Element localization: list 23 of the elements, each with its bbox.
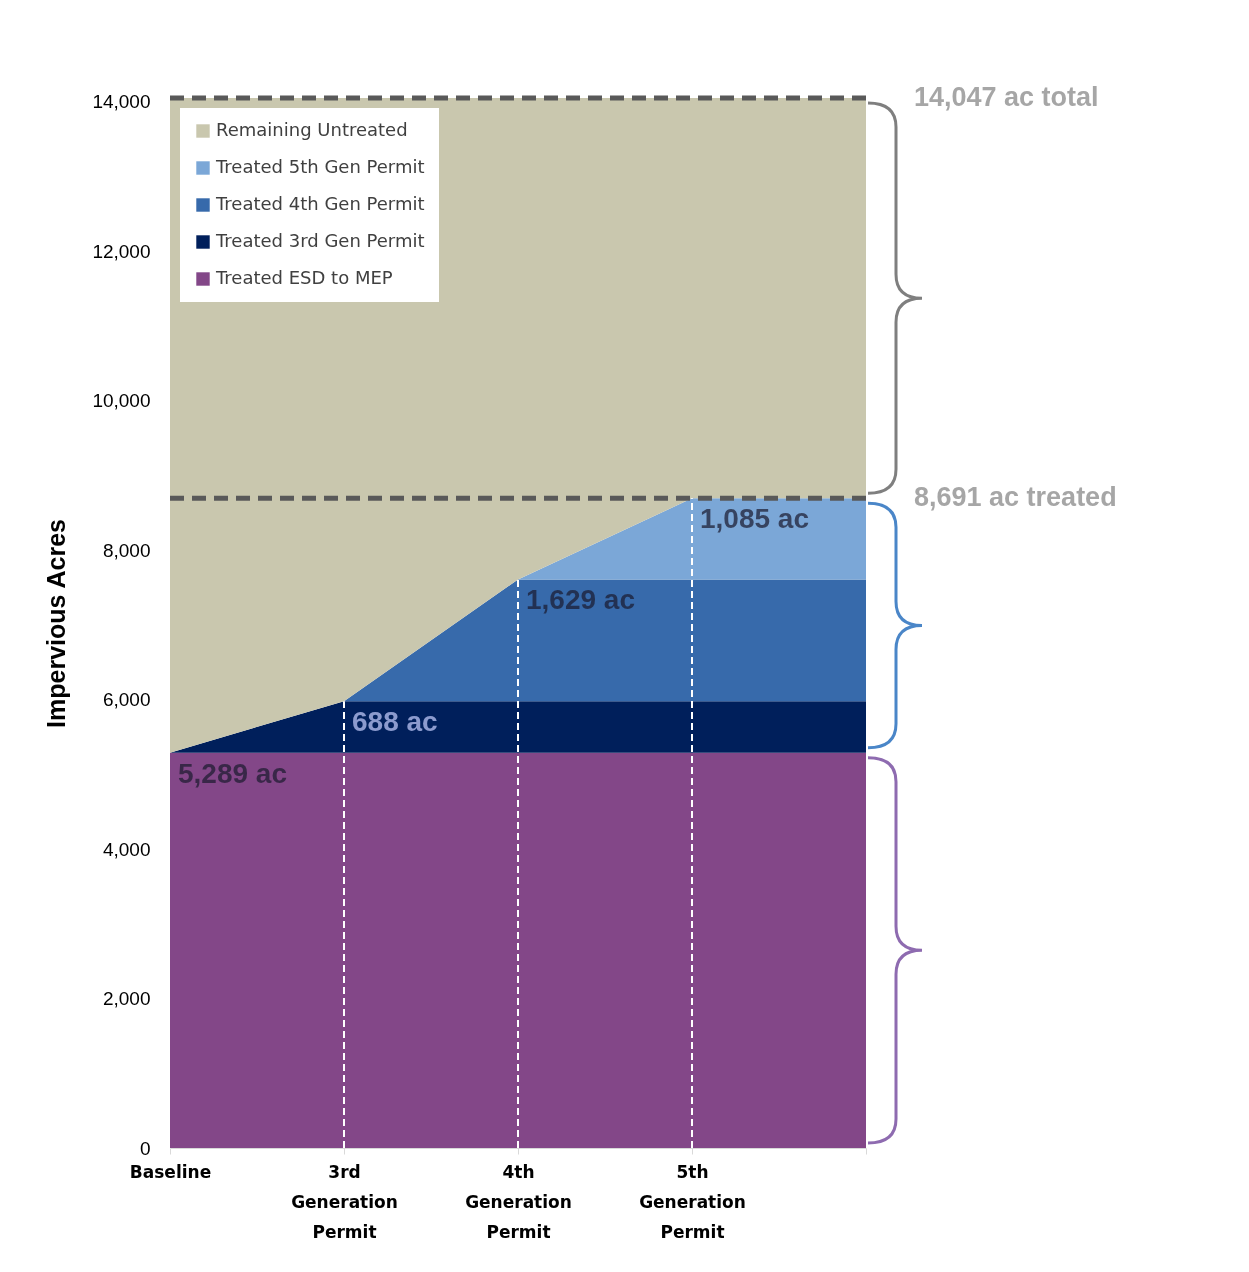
y-tick-label: 2,000 <box>102 988 151 1009</box>
legend-label: Treated 5th Gen Permit <box>215 156 425 177</box>
ref-line-label: 8,691 ac treated <box>914 482 1117 513</box>
annotation: 5,289 ac <box>178 757 287 789</box>
x-tick-label: 5th Generation Permit <box>639 1161 746 1242</box>
y-tick-label: 8,000 <box>102 539 151 561</box>
y-tick-label: 14,000 <box>92 91 151 113</box>
annotation: 1,629 ac <box>526 584 635 616</box>
legend-label: Treated ESD to MEP <box>215 267 393 288</box>
y-tick-label: 0 <box>139 1137 151 1159</box>
legend-label: Treated 3rd Gen Permit <box>215 230 425 251</box>
annotation: 1,085 ac <box>700 503 809 535</box>
x-tick-label: 4th Generation Permit <box>465 1161 572 1242</box>
legend-label: Remaining Untreated <box>216 119 408 140</box>
legend-label: Treated 4th Gen Permit <box>215 193 425 214</box>
x-tick-label: Baseline <box>129 1161 212 1182</box>
ref-line-label: 14,047 ac total <box>914 82 1099 112</box>
y-axis-title: Impervious Acres <box>42 519 71 728</box>
y-tick-label: 10,000 <box>92 390 151 412</box>
y-tick-label: 6,000 <box>102 689 151 711</box>
y-tick-label: 4,000 <box>102 838 151 860</box>
y-tick-label: 12,000 <box>92 240 151 262</box>
x-tick-label: 3rd Generation Permit <box>291 1161 398 1242</box>
